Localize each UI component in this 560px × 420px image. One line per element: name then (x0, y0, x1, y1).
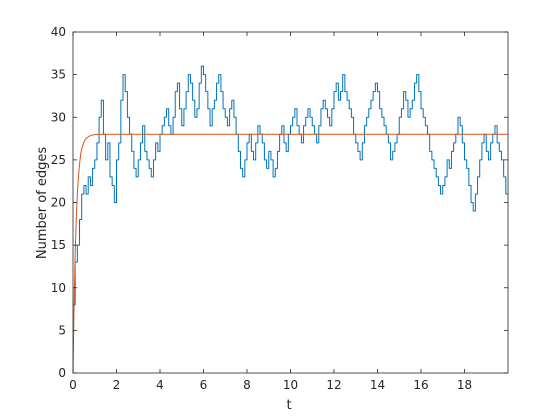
axes: 0 2 4 6 8 10 12 14 16 18 0 5 10 15 20 25 30 35 40 (51, 25, 509, 392)
y-tick-label: 35 (51, 68, 66, 82)
series-line-1 (73, 65, 508, 306)
x-tick-label: 4 (156, 378, 164, 392)
y-axis-label: Number of edges (35, 147, 50, 260)
x-tick-label: 12 (326, 378, 341, 392)
x-tick-label: 6 (200, 378, 208, 392)
y-tick-label: 5 (58, 323, 66, 337)
x-tick-label: 0 (69, 378, 77, 392)
plot-area (72, 65, 508, 374)
y-tick-label: 0 (58, 366, 66, 380)
y-tick-label: 40 (51, 25, 66, 39)
y-tick-label: 20 (51, 196, 66, 210)
x-tick-label: 16 (413, 378, 428, 392)
y-tick-label: 30 (51, 110, 66, 124)
series-line-2 (72, 133, 508, 374)
x-tick-label: 18 (457, 378, 472, 392)
x-tick-label: 8 (243, 378, 251, 392)
y-tick-label: 10 (51, 281, 66, 295)
x-tick-label: 14 (370, 378, 385, 392)
y-tick-label: 15 (51, 238, 66, 252)
y-tick-label: 25 (51, 153, 66, 167)
x-tick-label: 10 (283, 378, 298, 392)
x-axis-label: t (286, 398, 291, 413)
x-tick-label: 2 (113, 378, 121, 392)
